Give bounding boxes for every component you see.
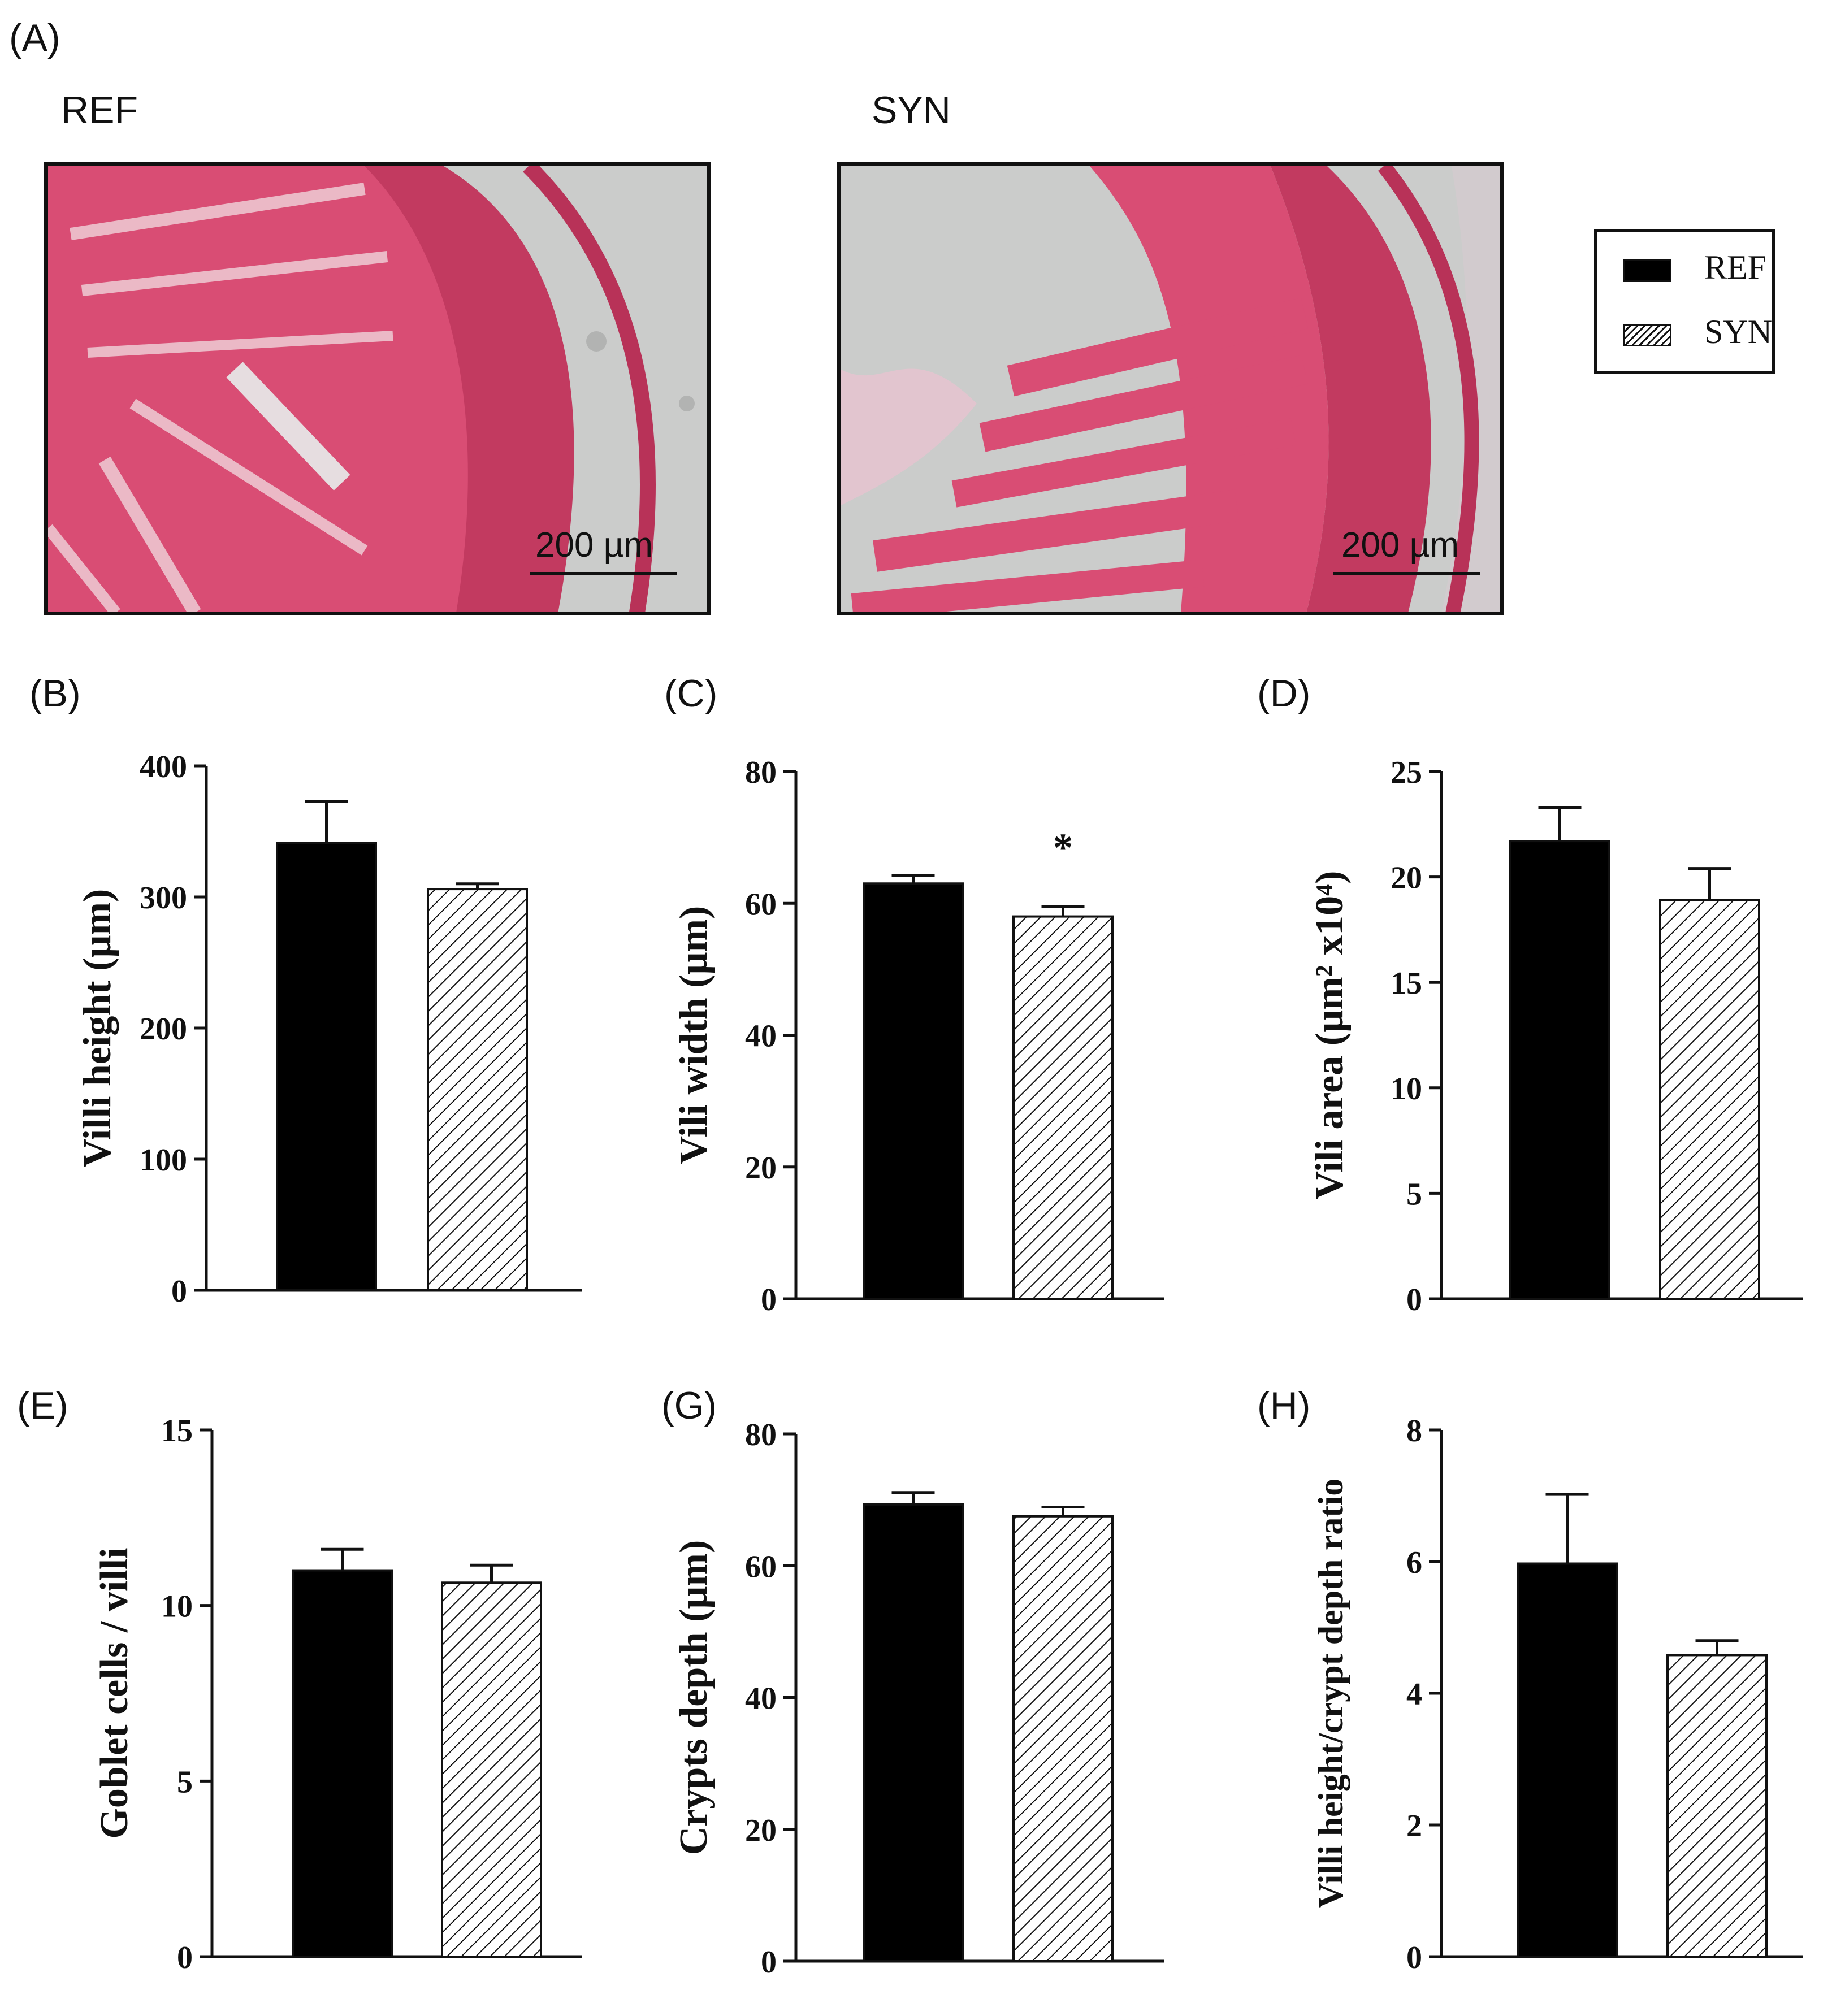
bar-g-syn: [1012, 1515, 1114, 1962]
y-tick-label-h: 2: [1406, 1809, 1422, 1844]
bar-b-syn: [427, 888, 528, 1291]
y-axis-label-b: Villi height (µm): [76, 889, 119, 1168]
bar-g-ref: [863, 1503, 964, 1963]
scale-label-syn: 200 µm: [1341, 526, 1459, 565]
y-tick-label-g: 80: [745, 1417, 777, 1453]
micrograph-ref: 200 µm: [44, 162, 711, 615]
scale-bar-ref: [530, 572, 677, 575]
legend-label-syn: SYN: [1704, 313, 1773, 350]
y-tick-label-h: 6: [1406, 1545, 1422, 1580]
y-tick-label-g: 60: [745, 1549, 777, 1584]
micrograph-caption-syn: SYN: [872, 89, 951, 132]
y-tick-label-d: 0: [1406, 1282, 1422, 1317]
panel-label-b: (B): [29, 672, 81, 715]
y-tick-label-d: 15: [1391, 966, 1422, 1001]
y-tick-label-e: 5: [177, 1764, 193, 1800]
micrograph-syn-image: [841, 166, 1500, 612]
panel-label-g: (G): [661, 1384, 717, 1427]
legend-swatch-ref: [1623, 259, 1671, 282]
legend-label-ref: REF: [1704, 249, 1767, 286]
y-tick-label-e: 10: [161, 1589, 193, 1624]
bar-c-ref: [863, 882, 964, 1300]
bar-c-syn: [1012, 915, 1114, 1300]
y-tick-label-c: 40: [745, 1019, 777, 1054]
panel-label-c: (C): [664, 672, 718, 715]
y-tick-label-g: 0: [761, 1945, 777, 1980]
y-tick-label-h: 4: [1406, 1677, 1422, 1712]
y-axis-label-d: Vili area (µm² x10⁴): [1308, 871, 1352, 1200]
y-axis-label-h: Villi height/crypt depth ratio: [1312, 1479, 1350, 1909]
bar-b-ref: [276, 842, 377, 1291]
panel-label-d: (D): [1257, 672, 1311, 715]
y-axis-label-c: Vili width (µm): [672, 906, 716, 1165]
y-tick-label-b: 200: [140, 1012, 187, 1047]
bar-e-ref: [292, 1569, 393, 1958]
y-tick-label-c: 20: [745, 1151, 777, 1186]
y-tick-label-d: 10: [1391, 1072, 1422, 1107]
micrograph-ref-image: [48, 166, 707, 612]
y-tick-label-e: 15: [161, 1414, 193, 1449]
bar-d-ref: [1509, 840, 1610, 1300]
bar-h-ref: [1517, 1562, 1618, 1958]
legend: REF SYN: [1594, 229, 1775, 374]
y-tick-label-b: 400: [140, 749, 187, 784]
y-tick-label-c: 80: [745, 755, 777, 790]
scale-bar-syn: [1333, 572, 1480, 575]
bar-h-syn: [1666, 1654, 1768, 1958]
significance-marker-c: *: [1053, 825, 1073, 870]
y-tick-label-c: 0: [761, 1282, 777, 1317]
legend-swatch-syn: [1623, 324, 1671, 346]
y-tick-label-d: 5: [1406, 1177, 1422, 1212]
y-tick-label-b: 300: [140, 881, 187, 916]
y-tick-label-h: 0: [1406, 1940, 1422, 1975]
micrograph-syn: 200 µm: [837, 162, 1504, 615]
y-tick-label-c: 60: [745, 887, 777, 922]
y-tick-label-g: 40: [745, 1681, 777, 1716]
panel-label-h: (H): [1257, 1384, 1311, 1427]
y-tick-label-g: 20: [745, 1813, 777, 1848]
y-tick-label-e: 0: [177, 1940, 193, 1975]
y-tick-label-b: 100: [140, 1143, 187, 1178]
y-axis-label-g: Crypts depth (µm): [672, 1540, 716, 1855]
scale-label-ref: 200 µm: [535, 526, 653, 565]
y-axis-label-e: Goblet cells / villi: [93, 1547, 136, 1839]
y-tick-label-h: 8: [1406, 1414, 1422, 1449]
y-tick-label-d: 20: [1391, 861, 1422, 896]
y-tick-label-d: 25: [1391, 755, 1422, 790]
panel-label-a: (A): [9, 16, 60, 59]
y-tick-label-b: 0: [171, 1274, 187, 1309]
bar-e-syn: [441, 1581, 542, 1958]
bar-d-syn: [1659, 899, 1760, 1300]
panel-label-e: (E): [17, 1384, 68, 1427]
micrograph-caption-ref: REF: [61, 89, 138, 132]
